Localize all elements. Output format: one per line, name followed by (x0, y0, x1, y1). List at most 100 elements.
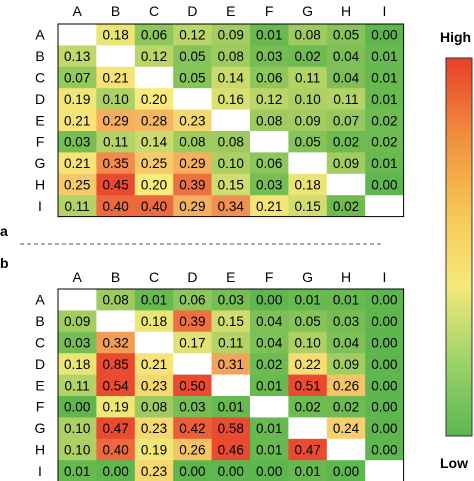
row-header-b: B (35, 313, 44, 329)
column-header-i: I (382, 269, 386, 285)
cell-value-label: 0.00 (102, 464, 128, 479)
cell-value-label: 0.10 (64, 421, 90, 436)
heatmap-cell (326, 88, 366, 110)
column-header-d: D (187, 3, 197, 19)
cell-value-label: 0.00 (256, 293, 282, 308)
row-header-i: I (38, 198, 42, 214)
heatmap-cell (173, 66, 212, 89)
cell-value-label: 0.08 (179, 135, 205, 150)
heatmap-cell (211, 417, 251, 440)
cell-value-label: 0.00 (218, 464, 244, 479)
row-header-h: H (35, 442, 45, 458)
cell-value-label: 0.00 (333, 464, 359, 479)
color-legend: High Low (440, 29, 473, 471)
cell-value-label: 0.45 (102, 178, 128, 193)
heatmap-cell (211, 396, 251, 418)
heatmap-cell (96, 460, 136, 481)
cell-value-label: 0.18 (102, 28, 128, 43)
heatmap-cell (173, 131, 212, 153)
heatmap-cell (250, 396, 289, 418)
cell-value-label: 0.01 (141, 293, 167, 308)
cell-value-label: 0.00 (371, 357, 397, 372)
heatmap-border (57, 288, 405, 481)
heatmap-cell (365, 374, 404, 397)
heatmap-cell (173, 173, 212, 196)
cell-value-label: 0.39 (179, 178, 205, 193)
cell-value-label: 0.02 (371, 113, 397, 128)
cell-value-label: 0.01 (294, 293, 320, 308)
heatmap-cell (96, 131, 136, 153)
heatmap-cell (365, 173, 404, 196)
heatmap-cell (288, 460, 328, 481)
cell-value-label: 0.21 (102, 71, 128, 86)
heatmap-cell (96, 152, 136, 175)
cell-value-label: 0.04 (333, 71, 360, 86)
heatmap-cell (326, 131, 366, 153)
cell-value-label: 0.05 (333, 28, 359, 43)
cell-value-label: 0.09 (333, 156, 359, 171)
heatmap-cell (326, 152, 366, 175)
cell-value-label: 0.00 (371, 400, 397, 415)
cell-value-label: 0.01 (256, 378, 282, 393)
heatmap-cell (365, 460, 404, 481)
heatmap-cell (365, 88, 404, 110)
cell-value-label: 0.20 (141, 92, 167, 107)
heatmap-cell (326, 374, 366, 397)
cell-value-label: 0.39 (179, 314, 205, 329)
heatmap-cell (96, 331, 136, 354)
cell-value-label: 0.02 (333, 199, 359, 214)
row-header-a: A (35, 27, 45, 43)
heatmap-cell (173, 438, 212, 461)
column-header-e: E (226, 269, 235, 285)
heatmap-cell (96, 310, 136, 333)
cell-value-label: 0.19 (64, 92, 90, 107)
cell-value-label: 0.34 (218, 199, 245, 214)
column-header-g: G (302, 269, 313, 285)
heatmap-cell (96, 374, 136, 397)
heatmap-cell (134, 45, 174, 68)
cell-value-label: 0.14 (218, 71, 245, 86)
cell-value-label: 0.09 (333, 357, 359, 372)
heatmap-cell (326, 45, 366, 68)
heatmap-cell (134, 24, 174, 46)
heatmap-cell (58, 109, 97, 132)
cell-value-label: 0.15 (218, 178, 244, 193)
cell-value-label: 0.10 (294, 92, 320, 107)
cell-value-label: 0.01 (371, 49, 397, 64)
heatmap-cell (134, 88, 174, 110)
column-header-b: B (111, 3, 120, 19)
heatmap-cell (211, 66, 251, 89)
cell-value-label: 0.03 (256, 49, 282, 64)
cell-value-label: 0.11 (103, 135, 128, 150)
cell-value-label: 0.32 (102, 336, 128, 351)
heatmap-cell (250, 353, 289, 375)
heatmap-cell (326, 438, 366, 461)
cell-value-label: 0.23 (141, 378, 167, 393)
heatmap-cell (58, 88, 97, 110)
heatmap-cell (173, 396, 212, 418)
cell-value-label: 0.00 (371, 28, 397, 43)
cell-value-label: 0.29 (102, 113, 128, 128)
cell-value-label: 0.21 (141, 357, 167, 372)
heatmap-cell (365, 24, 404, 46)
row-header-i: I (38, 463, 42, 479)
cell-value-label: 0.05 (294, 135, 320, 150)
heatmap-cell (250, 66, 289, 89)
heatmap-cell (250, 438, 289, 461)
row-header-f: F (36, 399, 45, 415)
cell-value-label: 0.00 (179, 464, 205, 479)
cell-value-label: 0.04 (333, 49, 360, 64)
cell-value-label: 0.23 (179, 113, 205, 128)
heatmap-cell (96, 438, 136, 461)
cell-value-label: 0.11 (218, 336, 243, 351)
cell-value-label: 0.58 (218, 421, 244, 436)
column-header-h: H (341, 269, 351, 285)
cell-value-label: 0.12 (256, 92, 282, 107)
heatmap-cell (288, 289, 328, 311)
heatmap-cell (58, 417, 97, 440)
cell-value-label: 0.02 (333, 135, 359, 150)
heatmap-cell (288, 417, 328, 440)
cell-value-label: 0.11 (65, 199, 90, 214)
heatmap-cell (211, 88, 251, 110)
cell-value-label: 0.03 (218, 293, 244, 308)
